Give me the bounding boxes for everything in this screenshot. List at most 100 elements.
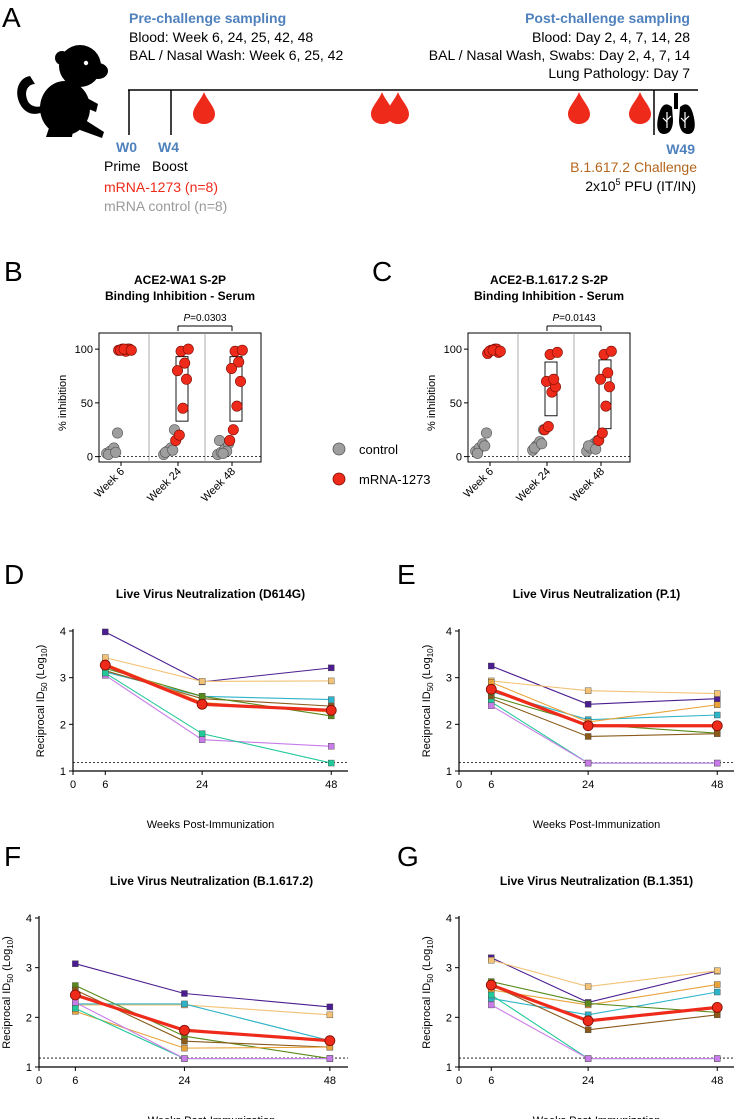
- blood-drop-icon: [629, 92, 651, 124]
- neutralization-panel-g: G Live Virus Neutralization (B.1.351) 1 2 3 4…: [397, 841, 734, 1119]
- animal-series-point: [328, 743, 335, 750]
- plot-frame: [98, 332, 262, 463]
- x-tick-label: 0: [70, 779, 76, 791]
- post-challenge-title: Post-challenge sampling: [525, 10, 690, 26]
- dose-label: 2x105 PFU (IT/IN): [585, 177, 696, 194]
- animal-series-point: [198, 730, 206, 737]
- animal-series-point: [326, 1003, 334, 1011]
- plot-frame: [467, 332, 631, 463]
- panel-letter-a: A: [2, 2, 21, 33]
- y-tick-label: 50: [450, 398, 462, 410]
- chart-subtitle: Binding Inhibition - Serum: [474, 289, 624, 303]
- mrna-point: [226, 362, 238, 374]
- y-tick-label: 0: [87, 452, 93, 464]
- mrna-point: [182, 343, 194, 355]
- chart-title: Live Virus Neutralization (B.1.617.2): [110, 874, 313, 888]
- y-tick-label: 2: [446, 719, 452, 731]
- animal-series-point: [328, 696, 335, 703]
- mrna-point: [494, 345, 506, 357]
- mrna-point: [542, 421, 554, 433]
- mean-point: [325, 704, 337, 716]
- animal-series-point: [584, 701, 592, 708]
- w49-label: W49: [666, 141, 695, 157]
- panel-letter: F: [4, 841, 21, 872]
- animal-series-point: [326, 1011, 334, 1019]
- control-point: [536, 438, 548, 450]
- y-tick-label: 4: [446, 913, 452, 925]
- animal-series-point: [198, 678, 206, 685]
- y-tick-label: 50: [81, 398, 93, 410]
- animal-series-point: [181, 990, 188, 997]
- neutralization-panels: D Live Virus Neutralization (D614G) 1 2 3 4 0 6…: [1, 559, 734, 1119]
- mrna-point: [173, 429, 185, 441]
- mrna-point: [605, 345, 617, 357]
- post-bal-line: BAL / Nasal Wash, Swabs: Day 2, 4, 7, 14: [429, 47, 690, 63]
- animal-series-point: [714, 711, 721, 719]
- mrna-point: [172, 365, 184, 377]
- animal-series-point: [584, 759, 592, 767]
- animal-series-point: [326, 1055, 334, 1062]
- animal-series-point: [714, 730, 721, 737]
- x-tick-label: 48: [711, 779, 723, 791]
- mrna-point: [548, 373, 560, 385]
- post-blood-line: Blood: Day 2, 4, 7, 14, 28: [532, 29, 690, 45]
- animal-series-point: [181, 1044, 188, 1052]
- y-axis-label: Reciprocal ID50 (Log10): [421, 936, 435, 1049]
- mean-point: [196, 698, 208, 710]
- animal-series-line: [105, 631, 332, 683]
- x-tick-label: 6: [102, 779, 108, 791]
- y-tick-label: 1: [60, 766, 66, 778]
- x-tick-label: 48: [711, 1075, 723, 1087]
- animal-series-point: [328, 759, 335, 767]
- legend-control-label: control: [359, 442, 398, 457]
- x-tick-label: 24: [582, 1075, 594, 1087]
- chart-title: Live Virus Neutralization (D614G): [116, 587, 305, 601]
- animal-series-line: [75, 1010, 330, 1049]
- x-tick-label: 48: [325, 779, 337, 791]
- animal-series-point: [584, 983, 592, 990]
- monkey-icon: [17, 45, 108, 138]
- animal-series-point: [181, 1037, 188, 1045]
- y-axis-label: % inhibition: [426, 375, 438, 431]
- mean-point: [711, 1002, 723, 1013]
- x-axis-label: Weeks Post-Immunization: [148, 1115, 276, 1119]
- blood-drop-icon: [568, 92, 590, 124]
- y-tick-label: 4: [60, 626, 66, 638]
- control-point: [479, 440, 491, 452]
- neutralization-panel-d: D Live Virus Neutralization (D614G) 1 2 3 4 0 6…: [4, 559, 348, 831]
- legend-mrna-label: mRNA-1273: [359, 472, 431, 487]
- x-tick-label: Week 48: [568, 466, 607, 505]
- animal-series-point: [488, 1001, 495, 1009]
- prime-label: Prime: [104, 158, 141, 174]
- p-value-label: P=0.0143: [552, 313, 596, 324]
- y-tick-label: 3: [26, 963, 32, 975]
- control-point: [471, 447, 483, 459]
- p-value-label: P=0.0303: [183, 313, 227, 324]
- mrna-group-label: mRNA-1273 (n=8): [104, 179, 218, 195]
- animal-series-point: [198, 736, 206, 743]
- animal-series-line: [105, 671, 332, 701]
- y-tick-label: 1: [26, 1062, 32, 1074]
- x-tick-label: 0: [456, 1075, 462, 1087]
- y-axis-label: % inhibition: [57, 375, 69, 431]
- animal-series-point: [714, 1055, 721, 1062]
- mrna-point: [551, 346, 563, 358]
- animal-series-line: [105, 670, 332, 707]
- x-tick-label: 0: [456, 779, 462, 791]
- animal-series-point: [488, 662, 495, 670]
- control-point: [167, 444, 179, 456]
- legend-mrna-marker: [332, 472, 346, 486]
- animal-series-point: [584, 687, 592, 694]
- x-tick-label: 24: [196, 779, 208, 791]
- y-tick-label: 0: [456, 452, 462, 464]
- animal-series-line: [75, 963, 330, 1008]
- x-axis-label: Weeks Post-Immunization: [533, 1115, 661, 1119]
- w4-label: W4: [158, 139, 179, 155]
- animal-series-point: [328, 677, 335, 685]
- inhibition-panel-c: C ACE2-B.1.617.2 S-2P Binding Inhibition -…: [372, 256, 631, 505]
- animal-series-point: [714, 988, 721, 996]
- mrna-point: [603, 381, 615, 393]
- y-tick-label: 2: [26, 1012, 32, 1024]
- lungs-detail-icon: [662, 112, 690, 128]
